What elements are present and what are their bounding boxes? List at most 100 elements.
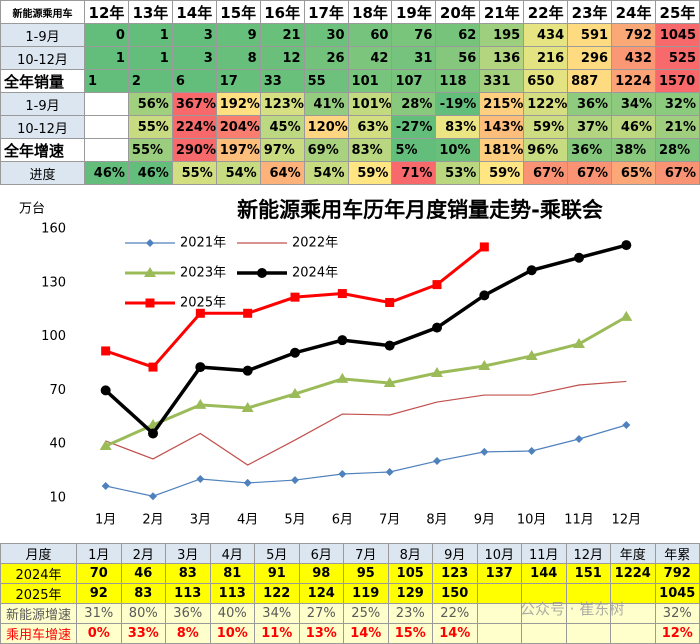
- y-tick-label: 160: [41, 222, 66, 237]
- header-cell: 18年: [347, 0, 393, 24]
- table-cell: 32%: [654, 92, 700, 116]
- table-cell: 36%: [567, 138, 613, 162]
- table-cell: -19%: [435, 92, 481, 116]
- point: [480, 447, 489, 456]
- table-cell: 123: [432, 563, 478, 584]
- table-cell: 123%: [259, 92, 305, 116]
- watermark: 公众号 · 崔东树: [520, 600, 625, 618]
- y-tick-label: 40: [49, 437, 66, 452]
- table-cell: 17: [215, 69, 261, 93]
- header-cell: 12年: [84, 0, 129, 24]
- point: [575, 434, 583, 443]
- table-cell: 69%: [303, 138, 349, 162]
- point: [432, 322, 442, 333]
- x-tick-label: 1月: [95, 513, 116, 528]
- table-cell: 434: [523, 23, 569, 47]
- point: [573, 337, 585, 348]
- point: [243, 308, 253, 318]
- table-cell: 65%: [611, 161, 656, 185]
- table-cell: 28%: [391, 92, 437, 116]
- series-line: [105, 424, 627, 497]
- header-cell: 月度: [0, 543, 77, 564]
- table-row: 2024年 70 46 83 81 91 98 95 105 123 137 144 151 1224 79…: [0, 563, 700, 584]
- point: [195, 362, 206, 373]
- legend-marker: [144, 267, 156, 277]
- table-cell: 101: [347, 69, 393, 93]
- series-line: [105, 380, 627, 466]
- table-cell: 181%: [479, 138, 525, 162]
- header-cell: 11月: [521, 543, 567, 564]
- table-cell: [84, 115, 129, 139]
- table-row: 10-12月 1 1 3 8 12 26 42 31 56 136 216 296 432 525: [0, 46, 700, 70]
- header-cell: 13年: [127, 0, 173, 24]
- table-cell: 216: [523, 46, 569, 70]
- point: [337, 335, 348, 346]
- table-cell: 55: [303, 69, 349, 93]
- point: [336, 372, 349, 383]
- table-cell: 95: [343, 563, 389, 584]
- point: [148, 362, 158, 372]
- table-cell: 67%: [567, 161, 613, 185]
- point: [196, 474, 205, 483]
- table-cell: 525: [654, 46, 700, 70]
- table-cell: 36%: [567, 92, 613, 116]
- table-cell: 26: [303, 46, 349, 70]
- table-cell: 34%: [254, 603, 300, 624]
- table-row: 1-9月 56% 367% 192% 123% 41% 101% 28% -19% 215% 122…: [0, 92, 700, 116]
- table-cell: [521, 603, 567, 624]
- header-cell: 3月: [165, 543, 211, 564]
- table-cell: 2: [127, 69, 173, 93]
- row-label: 1-9月: [0, 92, 85, 116]
- table-cell: 14%: [343, 623, 389, 644]
- point: [291, 476, 299, 485]
- table-cell: 83: [165, 563, 211, 584]
- table-cell: [476, 623, 522, 644]
- header-cell: 4月: [209, 543, 255, 564]
- point: [100, 385, 111, 396]
- table-cell: [476, 603, 522, 624]
- table-cell: 105: [387, 563, 433, 584]
- legend-marker: [146, 239, 154, 247]
- table-cell: 215%: [479, 92, 525, 116]
- header-cell: 23年: [567, 0, 613, 24]
- table-cell: -27%: [391, 115, 437, 139]
- x-tick-label: 2月: [142, 513, 163, 528]
- table-cell: 887: [567, 69, 613, 93]
- table-row: 进度 46% 46% 55% 54% 64% 54% 59% 71% 53% 59% 67% 67% 65…: [0, 161, 700, 185]
- table-cell: 45%: [259, 115, 305, 139]
- table-cell: 97%: [259, 138, 305, 162]
- table-cell: 331: [479, 69, 525, 93]
- table-cell: 792: [611, 23, 656, 47]
- table-cell: 224%: [171, 115, 217, 139]
- table-cell: 11%: [254, 623, 300, 644]
- table-cell: 792: [654, 563, 700, 584]
- header-cell: 7月: [343, 543, 389, 564]
- header-cell: 年累: [654, 543, 700, 564]
- table-cell: 25%: [343, 603, 389, 624]
- table-cell: 32%: [654, 603, 700, 624]
- table-cell: 54%: [303, 161, 349, 185]
- point: [338, 469, 347, 478]
- bottom-table: 月度 1月 2月 3月 4月 5月 6月 7月 8月 9月 10月 11月 12月 年度 年累 2024年 70…: [0, 543, 700, 644]
- table-cell: 27%: [298, 603, 344, 624]
- table-cell: 1224: [610, 563, 656, 584]
- table-cell: 40%: [209, 603, 255, 624]
- table-cell: 46: [120, 563, 166, 584]
- x-tick-label: 6月: [332, 513, 353, 528]
- header-cell: 新能源乘用车: [0, 0, 85, 24]
- table-cell: 22%: [432, 603, 478, 624]
- table-cell: 53%: [435, 161, 481, 185]
- table-row: 全年销量 1 2 6 17 33 55 101 107 118 331 650 887 1224 1570: [0, 69, 700, 93]
- top-table: 新能源乘用车 12年 13年 14年 15年 16年 17年 18年 19年 20年 21年 22年 2…: [0, 0, 700, 185]
- y-tick-label: 100: [41, 329, 66, 344]
- table-cell: 107: [391, 69, 437, 93]
- table-cell: 367%: [171, 92, 217, 116]
- table-cell: 21%: [654, 115, 700, 139]
- point: [479, 242, 489, 252]
- table-cell: 56%: [127, 92, 173, 116]
- point: [149, 492, 157, 501]
- table-cell: 113: [209, 583, 255, 604]
- table-cell: 0: [84, 23, 129, 47]
- table-cell: 1: [127, 46, 173, 70]
- table-cell: 432: [611, 46, 656, 70]
